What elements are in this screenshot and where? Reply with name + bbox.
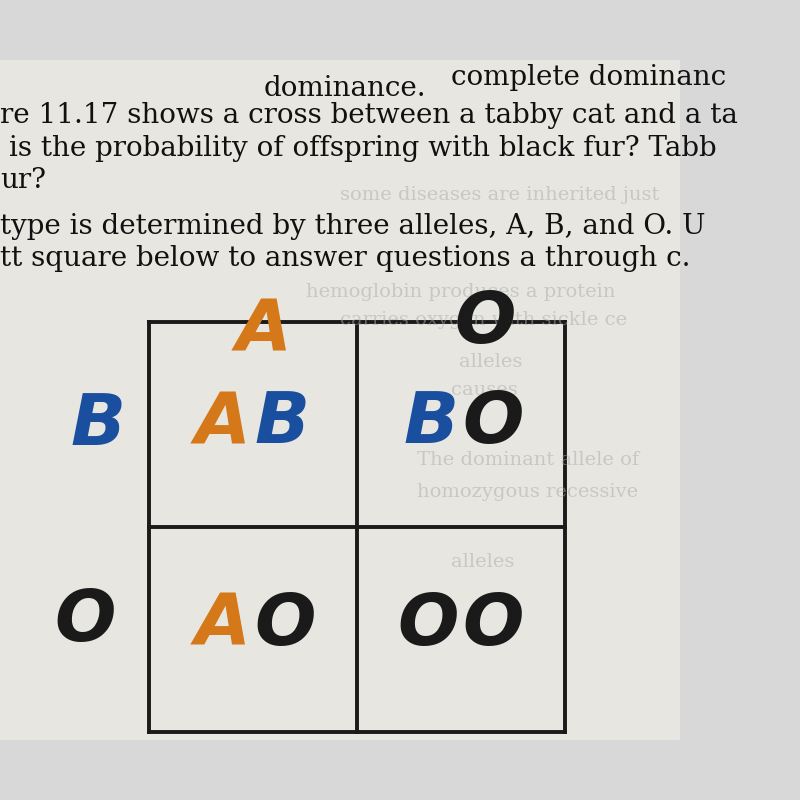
Text: alleles: alleles bbox=[459, 354, 522, 371]
Text: ur?: ur? bbox=[0, 167, 46, 194]
Text: carries oxygen with sickle ce: carries oxygen with sickle ce bbox=[340, 310, 627, 329]
Text: O: O bbox=[462, 390, 524, 458]
Text: homozygous recessive: homozygous recessive bbox=[417, 483, 638, 502]
Text: some diseases are inherited just: some diseases are inherited just bbox=[340, 186, 659, 204]
Text: O: O bbox=[454, 290, 515, 358]
Text: A: A bbox=[195, 590, 250, 660]
Text: hemoglobin produces a protein: hemoglobin produces a protein bbox=[306, 282, 615, 301]
Text: A: A bbox=[236, 296, 291, 366]
Text: re 11.17 shows a cross between a tabby cat and a ta: re 11.17 shows a cross between a tabby c… bbox=[0, 102, 738, 130]
Text: alleles: alleles bbox=[450, 553, 514, 571]
Text: A: A bbox=[195, 390, 250, 458]
Text: complete dominanc: complete dominanc bbox=[450, 64, 726, 91]
Text: dominance.: dominance. bbox=[263, 75, 426, 102]
Text: B: B bbox=[70, 391, 126, 460]
Text: O: O bbox=[398, 590, 459, 660]
Text: causes: causes bbox=[450, 382, 518, 399]
Text: The dominant allele of: The dominant allele of bbox=[417, 451, 638, 469]
Text: type is determined by three alleles, A, B, and O. U: type is determined by three alleles, A, … bbox=[0, 213, 706, 240]
Text: is the probability of offspring with black fur? Tabb: is the probability of offspring with bla… bbox=[9, 134, 716, 162]
Text: B: B bbox=[404, 390, 459, 458]
Text: B: B bbox=[254, 390, 310, 458]
Text: O: O bbox=[54, 586, 116, 655]
Text: O: O bbox=[254, 590, 315, 660]
Text: O: O bbox=[462, 590, 524, 660]
Text: tt square below to answer questions a through c.: tt square below to answer questions a th… bbox=[0, 246, 690, 272]
